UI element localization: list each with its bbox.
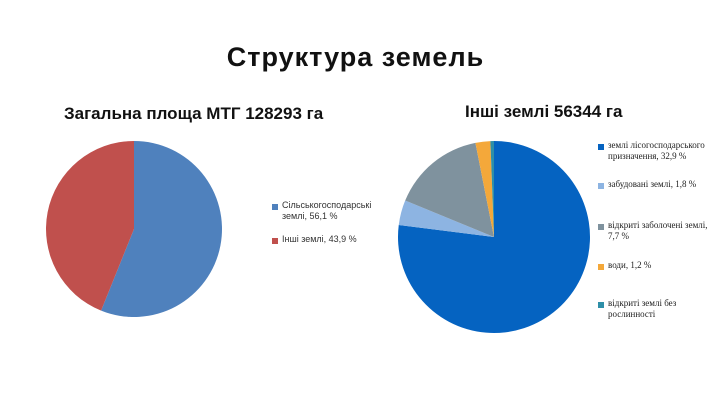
legend-swatch <box>598 224 604 230</box>
legend-item-barren: відкриті землі без рослинності <box>598 298 708 320</box>
chart-title-other: Інші землі 56344 га <box>465 102 623 121</box>
legend-item-other-lands: Інші землі, 43,9 % <box>272 234 357 245</box>
legend-swatch <box>598 302 604 308</box>
legend-item-built: забудовані землі, 1,8 % <box>598 179 696 190</box>
pie-total-slice-1 <box>45 141 134 311</box>
legend-item-wetlands: відкриті заболочені землі, 7,7 % <box>598 220 708 242</box>
legend-item-agricultural: Сільськогосподарські землі, 56,1 % <box>272 200 392 222</box>
pie-other-slice-2 <box>405 142 494 237</box>
legend-label: Сільськогосподарські землі, 56,1 % <box>282 200 372 221</box>
legend-label: землі лісогосподарського призначення, 32… <box>608 140 705 161</box>
legend-swatch <box>272 204 278 210</box>
pie-other-slice-3 <box>475 141 494 237</box>
legend-swatch <box>272 238 278 244</box>
legend-item-water: води, 1,2 % <box>598 260 651 271</box>
page-title: Структура земель <box>226 42 485 72</box>
legend-swatch <box>598 264 604 270</box>
pie-other-slice-0 <box>398 141 591 334</box>
legend-label: води, 1,2 % <box>608 260 652 270</box>
legend-item-forest: землі лісогосподарського призначення, 32… <box>598 140 708 162</box>
pie-other-slice-1 <box>398 200 494 237</box>
legend-label: відкриті заболочені землі, 7,7 % <box>608 220 708 241</box>
legend-swatch <box>598 183 604 189</box>
legend-label: Інші землі, 43,9 % <box>282 234 357 244</box>
pie-total-slice-0 <box>101 141 222 317</box>
legend-label: відкриті землі без рослинності <box>608 298 677 319</box>
pie-other-slice-4 <box>490 141 494 237</box>
legend-label: забудовані землі, 1,8 % <box>608 179 697 189</box>
chart-title-total: Загальна площа МТГ 128293 га <box>64 104 324 123</box>
legend-swatch <box>598 144 604 150</box>
